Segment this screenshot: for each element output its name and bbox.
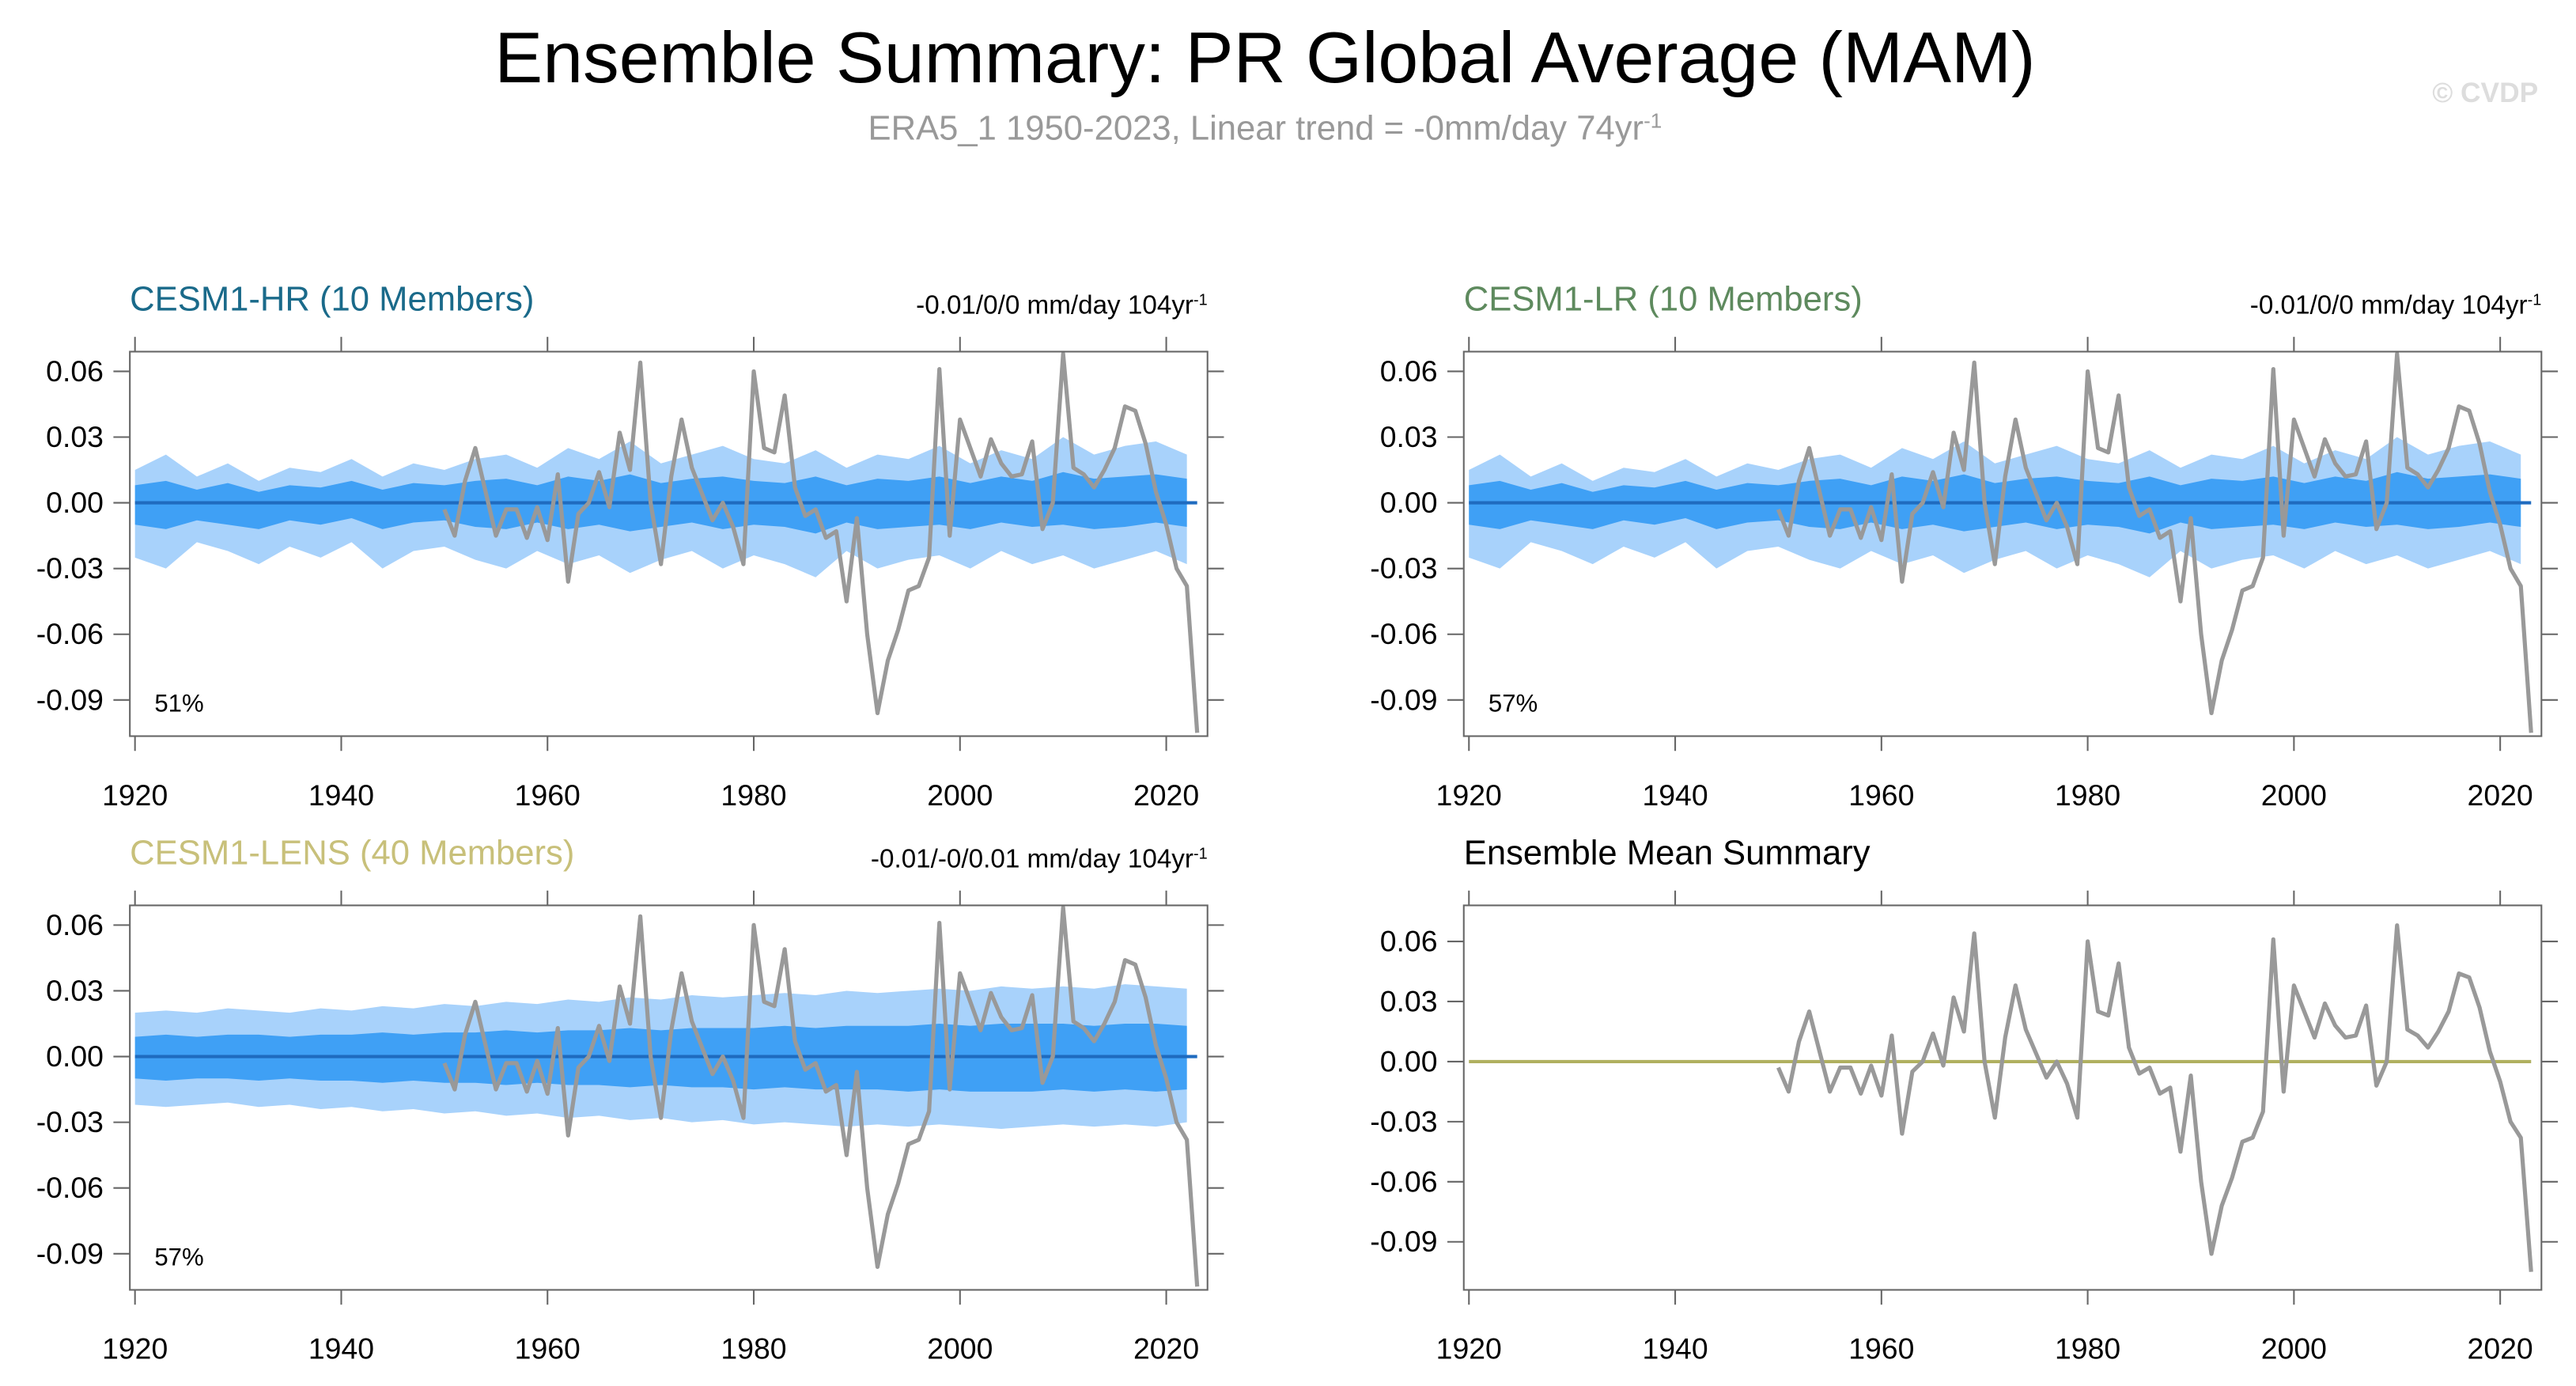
panel-title: Ensemble Mean Summary bbox=[1464, 835, 1871, 873]
plot-area bbox=[1469, 923, 2533, 1272]
x-tick-label: 1940 bbox=[1642, 778, 1708, 812]
y-tick-label: -0.09 bbox=[36, 1236, 104, 1270]
x-tick-label: 1920 bbox=[1436, 778, 1502, 812]
plot-frame bbox=[129, 904, 1209, 1291]
watermark: © CVDP bbox=[2432, 78, 2538, 108]
y-tick-label: 0.06 bbox=[46, 908, 104, 941]
trend-label-main: -0.01/0/0 mm/day 104yr bbox=[916, 291, 1193, 320]
series-line bbox=[1776, 351, 2533, 733]
series-line bbox=[442, 351, 1200, 733]
x-tick-label: 1940 bbox=[308, 778, 374, 812]
y-tick-label: 0.03 bbox=[1380, 984, 1438, 1017]
x-tick-label: 1920 bbox=[1436, 1332, 1502, 1365]
x-tick-label: 2000 bbox=[927, 1332, 993, 1365]
y-tick-label: -0.03 bbox=[36, 551, 104, 585]
trend-label-sup: -1 bbox=[1193, 846, 1208, 863]
y-tick-label: 0.03 bbox=[46, 974, 104, 1007]
title: Ensemble Summary: PR Global Average (MAM… bbox=[494, 17, 2035, 98]
y-tick-label: 0.06 bbox=[1380, 924, 1438, 957]
x-tick-label: 1960 bbox=[1848, 778, 1914, 812]
trend-label-main: -0.01/-0/0.01 mm/day 104yr bbox=[871, 845, 1193, 874]
y-tick-label: -0.06 bbox=[1370, 617, 1437, 650]
y-tick-label: 0.00 bbox=[1380, 1044, 1438, 1077]
series-line bbox=[1776, 923, 2533, 1272]
x-tick-label: 2000 bbox=[927, 778, 993, 812]
y-tick-label: -0.03 bbox=[1370, 551, 1437, 585]
trend-label-sup: -1 bbox=[2528, 292, 2542, 309]
x-tick-label: 2020 bbox=[1133, 1332, 1199, 1365]
plot-frame bbox=[129, 350, 1209, 737]
panel-title: CESM1-HR (10 Members) bbox=[130, 281, 534, 319]
panel-title: CESM1-LR (10 Members) bbox=[1464, 281, 1863, 319]
percent-label: 57% bbox=[1488, 689, 1538, 717]
y-tick-label: -0.06 bbox=[1370, 1164, 1437, 1198]
x-tick-label: 1980 bbox=[2055, 1332, 2120, 1365]
plot-area bbox=[1469, 351, 2533, 733]
x-tick-label: 1920 bbox=[102, 1332, 168, 1365]
y-tick-label: -0.03 bbox=[1370, 1104, 1437, 1138]
trend-label: -0.01/0/0 mm/day 104yr-1 bbox=[916, 291, 1208, 320]
y-tick-label: 0.03 bbox=[46, 420, 104, 453]
y-tick-label: -0.09 bbox=[1370, 1225, 1437, 1258]
y-tick-label: 0.03 bbox=[1380, 420, 1438, 453]
trend-label: -0.01/-0/0.01 mm/day 104yr-1 bbox=[871, 845, 1208, 874]
percent-label: 57% bbox=[154, 1243, 203, 1270]
y-tick-label: -0.09 bbox=[36, 683, 104, 716]
panel-title: CESM1-LENS (40 Members) bbox=[130, 835, 574, 873]
subtitle: ERA5_1 1950-2023, Linear trend = -0mm/da… bbox=[868, 109, 1662, 148]
y-tick-label: 0.06 bbox=[46, 354, 104, 388]
y-tick-label: 0.00 bbox=[46, 1040, 104, 1073]
plot-area bbox=[134, 905, 1200, 1287]
x-tick-label: 2000 bbox=[2261, 778, 2327, 812]
x-tick-label: 2020 bbox=[1133, 778, 1199, 812]
trend-label-sup: -1 bbox=[1193, 292, 1208, 309]
x-tick-label: 1980 bbox=[721, 778, 786, 812]
y-tick-label: -0.03 bbox=[36, 1105, 104, 1138]
y-tick-label: -0.06 bbox=[36, 617, 104, 650]
plot-area bbox=[134, 351, 1200, 733]
x-tick-label: 2000 bbox=[2261, 1332, 2327, 1365]
plot-frame bbox=[1462, 350, 2543, 737]
x-tick-label: 1960 bbox=[515, 1332, 581, 1365]
plot-frame bbox=[1462, 904, 2543, 1291]
y-tick-label: -0.09 bbox=[1370, 683, 1437, 716]
y-tick-label: 0.00 bbox=[46, 486, 104, 519]
series-line bbox=[442, 905, 1200, 1287]
trend-label: -0.01/0/0 mm/day 104yr-1 bbox=[2250, 291, 2542, 320]
x-tick-label: 1980 bbox=[2055, 778, 2120, 812]
y-tick-label: -0.06 bbox=[36, 1171, 104, 1204]
x-tick-label: 2020 bbox=[2468, 1332, 2533, 1365]
x-tick-label: 1960 bbox=[515, 778, 581, 812]
x-tick-label: 2020 bbox=[2468, 778, 2533, 812]
subtitle-sup: -1 bbox=[1644, 109, 1662, 133]
trend-label-main: -0.01/0/0 mm/day 104yr bbox=[2250, 291, 2528, 320]
y-tick-label: 0.06 bbox=[1380, 354, 1438, 388]
percent-label: 51% bbox=[154, 689, 203, 717]
y-tick-label: 0.00 bbox=[1380, 486, 1438, 519]
x-tick-label: 1940 bbox=[1642, 1332, 1708, 1365]
x-tick-label: 1920 bbox=[102, 778, 168, 812]
x-tick-label: 1960 bbox=[1848, 1332, 1914, 1365]
subtitle-main: ERA5_1 1950-2023, Linear trend = -0mm/da… bbox=[868, 110, 1644, 148]
x-tick-label: 1940 bbox=[308, 1332, 374, 1365]
x-tick-label: 1980 bbox=[721, 1332, 786, 1365]
